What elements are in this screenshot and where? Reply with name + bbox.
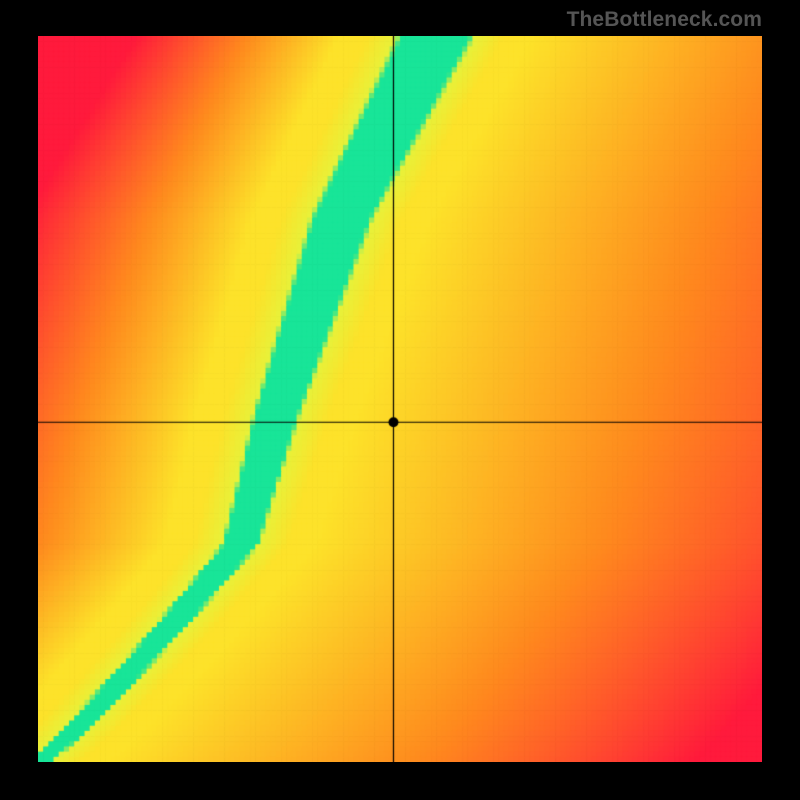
heatmap-plot [38,36,762,762]
chart-container: TheBottleneck.com [0,0,800,800]
watermark-text: TheBottleneck.com [567,8,762,32]
